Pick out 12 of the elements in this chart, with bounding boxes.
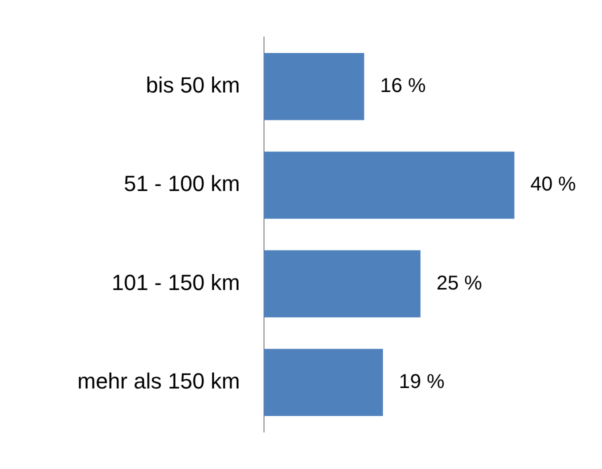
- y-tick-label: mehr als 150 km: [77, 368, 240, 394]
- y-tick-label: 51 - 100 km: [124, 171, 240, 196]
- data-label: 40 %: [530, 174, 576, 196]
- bar: [264, 250, 420, 318]
- bar: [264, 152, 514, 219]
- data-label: 19 %: [398, 370, 445, 393]
- data-label: 25 %: [436, 272, 482, 294]
- bar: [264, 52, 364, 120]
- data-label: 16 %: [380, 75, 426, 98]
- y-tick-label: bis 50 km: [146, 72, 240, 98]
- y-tick-label: 101 - 150 km: [112, 270, 240, 295]
- bar: [264, 348, 383, 416]
